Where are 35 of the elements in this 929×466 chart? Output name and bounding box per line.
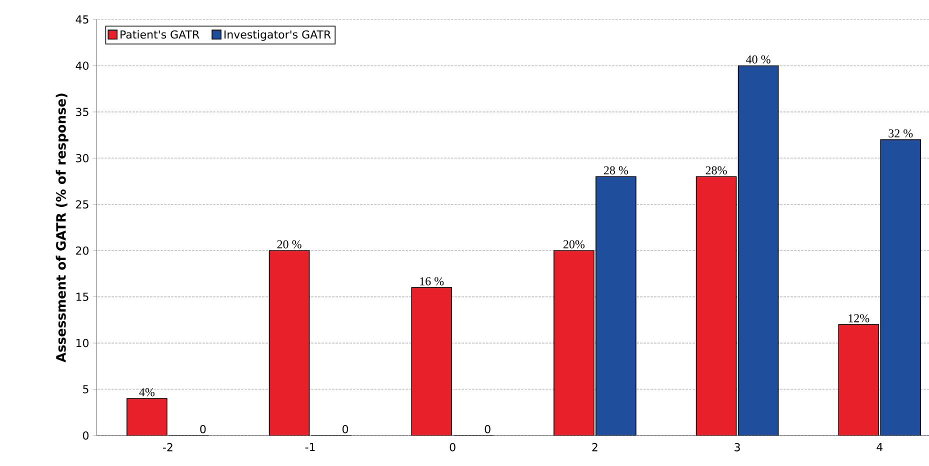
bar — [596, 176, 636, 436]
data-label: 4% — [139, 388, 155, 396]
y-tick-label: 25 — [76, 200, 88, 209]
data-label: 20 % — [277, 240, 302, 248]
x-tick-label: -2 — [163, 443, 172, 452]
data-label: 12% — [848, 314, 870, 322]
data-label: 28% — [706, 166, 727, 174]
y-tick-label: 20 — [76, 246, 89, 255]
data-label: 0 — [200, 424, 206, 434]
y-tick-label: 0 — [82, 431, 89, 440]
y-tick-label: 45 — [76, 15, 88, 24]
data-label: 0 — [342, 424, 348, 434]
bar — [738, 65, 779, 436]
y-tick-label: 15 — [76, 292, 88, 301]
y-tick-label: 35 — [76, 108, 88, 116]
y-axis-title: Assessment of GATR (% of response) — [56, 94, 68, 362]
y-tick-label: 5 — [83, 385, 88, 394]
legend-label: Investigator's GATR — [224, 30, 331, 41]
data-label: 0 — [484, 424, 490, 434]
data-label: 40 % — [746, 55, 770, 64]
x-tick-label: 4 — [876, 443, 883, 452]
x-tick-label: -1 — [305, 443, 315, 452]
bar — [880, 139, 922, 436]
y-tick-label: 30 — [76, 154, 89, 162]
y-tick-label: 40 — [76, 62, 89, 70]
y-tick-label: 10 — [76, 338, 89, 348]
data-label: 20% — [563, 240, 585, 248]
data-label: 32 % — [888, 129, 913, 138]
x-tick-label: 0 — [450, 443, 456, 452]
x-tick-label: 2 — [592, 443, 598, 452]
bar — [268, 250, 310, 436]
data-label: 16 % — [420, 277, 444, 286]
legend-label: Patient's GATR — [120, 30, 200, 39]
x-tick-label: 3 — [734, 443, 740, 452]
data-label: 28 % — [604, 166, 628, 174]
